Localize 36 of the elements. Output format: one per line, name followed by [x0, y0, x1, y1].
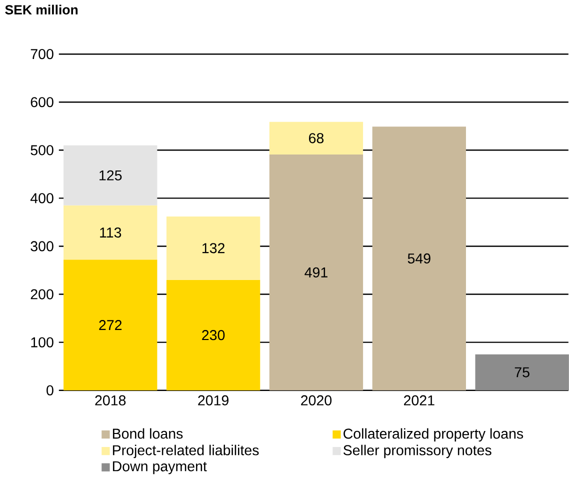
- data-label: 113: [100, 227, 122, 238]
- data-label: 491: [304, 267, 328, 278]
- bar: [269, 122, 364, 154]
- data-label: 75: [514, 367, 530, 378]
- x-tick-label: 2019: [198, 395, 228, 406]
- bar: [166, 216, 260, 280]
- y-tick-label: 400: [30, 192, 54, 204]
- bar: [269, 154, 364, 390]
- y-tick-label: 600: [30, 96, 54, 107]
- x-tick-label: 2018: [95, 395, 126, 406]
- data-label: 125: [100, 170, 122, 180]
- bar: [64, 260, 158, 390]
- legend-label: Seller promissory notes: [343, 444, 492, 458]
- data-label: 549: [408, 253, 430, 264]
- bar: [166, 280, 260, 390]
- x-tick-label: 2020: [301, 395, 332, 406]
- legend-label: Bond loans: [112, 428, 183, 439]
- legend-label: Project-related liabilites: [112, 444, 259, 458]
- data-label: 272: [99, 320, 122, 330]
- legend-label: Collateralized property loans: [344, 428, 524, 442]
- y-tick-label: 0: [46, 385, 54, 396]
- y-axis-title: SEK million: [5, 4, 78, 14]
- data-label: 132: [202, 242, 224, 254]
- x-tick-label: 2021: [404, 395, 434, 406]
- y-tick-label: 700: [30, 48, 54, 59]
- y-tick-label: 100: [31, 337, 54, 348]
- data-label: 230: [202, 330, 225, 340]
- legend-label: Down payment: [112, 461, 207, 474]
- y-tick-label: 500: [30, 144, 54, 156]
- bar: [64, 205, 158, 260]
- y-tick-label: 300: [30, 240, 54, 252]
- bar: [64, 145, 158, 206]
- bar: [372, 126, 466, 390]
- data-label: 68: [309, 132, 324, 144]
- y-tick-label: 200: [30, 289, 54, 300]
- bar: [475, 354, 569, 390]
